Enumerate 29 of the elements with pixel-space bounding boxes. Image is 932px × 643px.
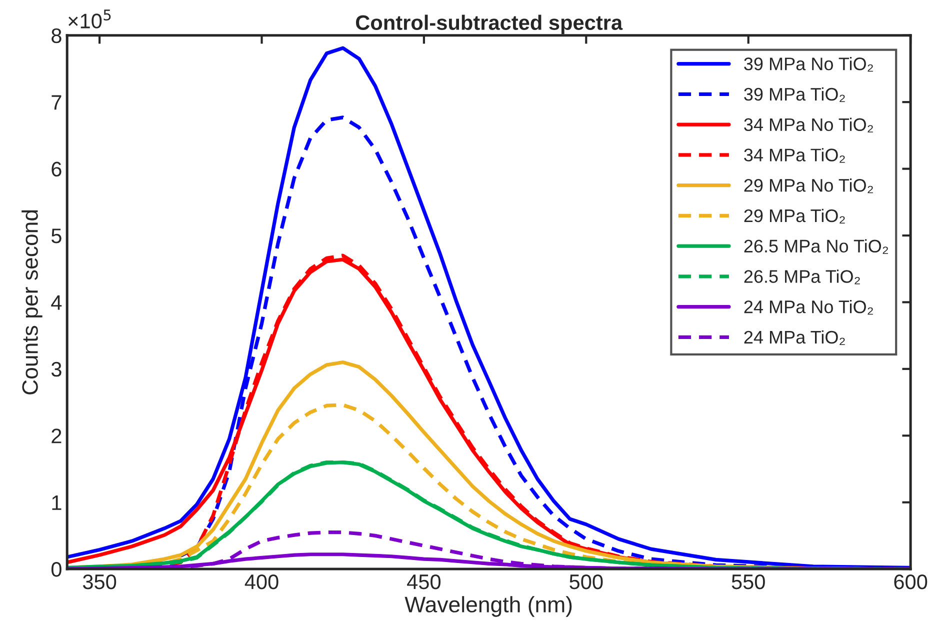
y-tick-label: 0 [51, 562, 62, 577]
legend-label: 26.5 MPa TiO₂ [744, 270, 860, 284]
legend-label: 29 MPa No TiO₂ [744, 178, 873, 194]
y-axis-title: Counts per second [22, 210, 42, 394]
legend-label: 24 MPa No TiO₂ [744, 300, 873, 315]
x-tick-label: 600 [894, 574, 928, 590]
y-tick-label: 7 [52, 95, 62, 110]
legend-label: 34 MPa TiO₂ [744, 148, 845, 163]
x-tick-label: 350 [82, 574, 116, 590]
x-tick-label: 500 [570, 574, 603, 590]
x-tick-label: 450 [407, 574, 441, 590]
legend-label: 29 MPa TiO₂ [744, 208, 845, 224]
text: ×10$^{5}$ [68, 10, 111, 28]
y-tick-label: 6 [52, 162, 62, 177]
legend-label: 24 MPa TiO₂ [744, 330, 845, 346]
y-tick-label: 5 [51, 228, 62, 244]
y-tick-label: 4 [51, 295, 62, 310]
chart-title: Control-subtracted spectra [356, 14, 623, 34]
x-tick-label: 400 [244, 574, 278, 590]
legend-label: 39 MPa TiO₂ [744, 87, 845, 102]
legend-label: 26.5 MPa No TiO₂ [744, 239, 888, 254]
legend-label: 39 MPa No TiO₂ [744, 57, 873, 72]
y-tick-label: 2 [52, 428, 62, 444]
y-tick-label: 1 [52, 496, 62, 510]
x-axis-title: Wavelength (nm) [404, 596, 572, 617]
y-tick-label: 3 [51, 362, 62, 377]
y-tick-label: 8 [52, 28, 62, 44]
x-tick-label: 550 [732, 574, 765, 590]
legend-label: 34 MPa No TiO₂ [744, 118, 873, 132]
